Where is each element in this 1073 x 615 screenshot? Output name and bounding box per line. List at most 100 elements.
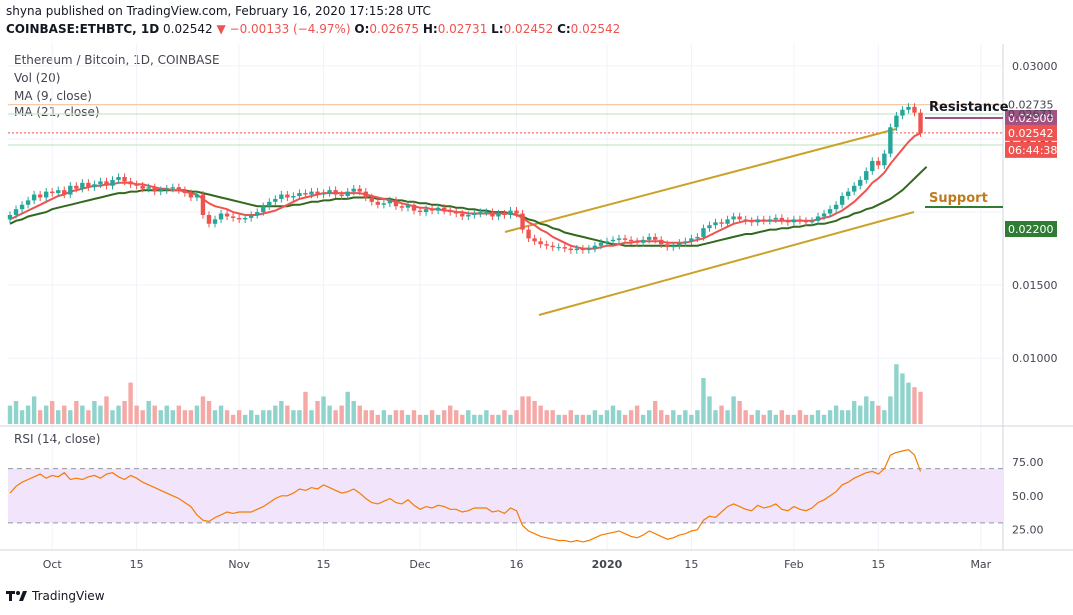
candle-body [417,210,423,213]
candle-body [50,191,55,194]
candle-body [876,160,881,166]
volume-bar [56,410,61,424]
volume-bar [206,401,212,424]
publisher-text: shyna published on TradingView.com, Febr… [6,4,431,18]
volume-bar [158,410,163,424]
candle-body [176,187,182,191]
legend-ma9[interactable]: MA (9, close) [14,89,92,103]
volume-bar [815,410,821,424]
candle-body [761,219,766,221]
price-label: 0.02542 [1008,127,1054,140]
volume-bar [574,414,580,424]
rsi-tick-label: 50.00 [1012,490,1044,503]
legend-title[interactable]: Ethereum / Bitcoin, 1D, COINBASE [14,53,220,67]
candle-body [116,177,121,180]
volume-bar [659,410,664,424]
candle-body [604,241,610,243]
candle-body [659,239,664,245]
volume-bar [236,410,242,424]
candle-body [200,194,206,215]
rsi-series [9,449,922,543]
volume-bar [514,410,519,424]
candle-body [393,200,399,207]
moving-averages [9,132,928,250]
volume-bar [411,410,417,424]
volume-bar [267,410,272,424]
volume-bar [858,405,863,424]
x-tick-label: Oct [43,558,63,571]
ohlc-line: COINBASE:ETHBTC, 1D 0.02542 ▼ −0.00133 (… [6,22,620,36]
volume-bar [821,414,827,424]
legend-volume[interactable]: Vol (20) [14,71,61,85]
volume-bar [212,410,218,424]
candle-body [574,248,580,251]
candle-body [538,241,543,245]
candle-body [852,185,857,192]
volume-bar [852,401,857,424]
candle-body [496,213,501,217]
volume-bar [13,401,19,424]
volume-bar [25,405,31,424]
open-label: O: [354,22,370,36]
candle-body [140,185,145,189]
volume-bar [218,405,224,424]
tradingview-footer[interactable]: TradingView [6,589,105,603]
candle-body [888,127,893,154]
low-label: L: [491,22,504,36]
volume-bar [230,414,236,424]
candle-body [858,179,863,186]
candle-body [13,209,19,215]
candle-body [918,112,923,134]
candle-body [713,222,718,226]
volume-bar [797,410,803,424]
candle-body [19,204,25,210]
legend-ma21[interactable]: MA (21, close) [14,105,100,119]
candle-body [532,238,537,242]
volume-bar [550,410,555,424]
candle-body [62,190,67,195]
candle-body [98,181,103,185]
volume-bar [333,410,338,424]
volume-bar [689,414,694,424]
volume-bar [586,414,592,424]
ma21-line [9,166,928,247]
volume-bar [580,414,586,424]
price-label: 0.02671 [1008,108,1054,121]
candle-body [327,190,332,194]
high-label: H: [422,22,438,36]
volume-bar [791,414,797,424]
candle-body [285,194,290,198]
volume-bar [249,410,254,424]
volume-bar [140,410,145,424]
volume-bar [665,414,670,424]
candle-body [309,191,314,195]
candle-body [508,210,513,215]
price-label-bg [1005,110,1057,126]
candle-body [387,200,393,204]
x-tick-label: Nov [228,558,250,571]
candle-body [158,190,163,192]
tradingview-logo-icon [6,591,27,601]
candle-body [719,222,724,224]
candles [7,103,923,254]
volume-bar [677,414,682,424]
volume-bar [707,396,712,424]
candle-body [273,198,278,202]
volume-bar [170,410,176,424]
candle-body [466,215,471,217]
candle-body [206,215,212,224]
volume-bar [110,410,115,424]
price-tick-label: 0.01000 [1012,352,1058,365]
candle-body [544,244,549,246]
volume-bar [345,391,350,424]
candle-body [526,229,531,239]
candle-body [906,106,911,110]
candle-body [447,210,453,213]
candle-body [423,209,429,213]
volume-bar [526,396,531,424]
legend-rsi[interactable]: RSI (14, close) [14,432,101,446]
candle-body [315,191,320,195]
candle-body [797,219,803,221]
x-tick-label: 15 [684,558,698,571]
